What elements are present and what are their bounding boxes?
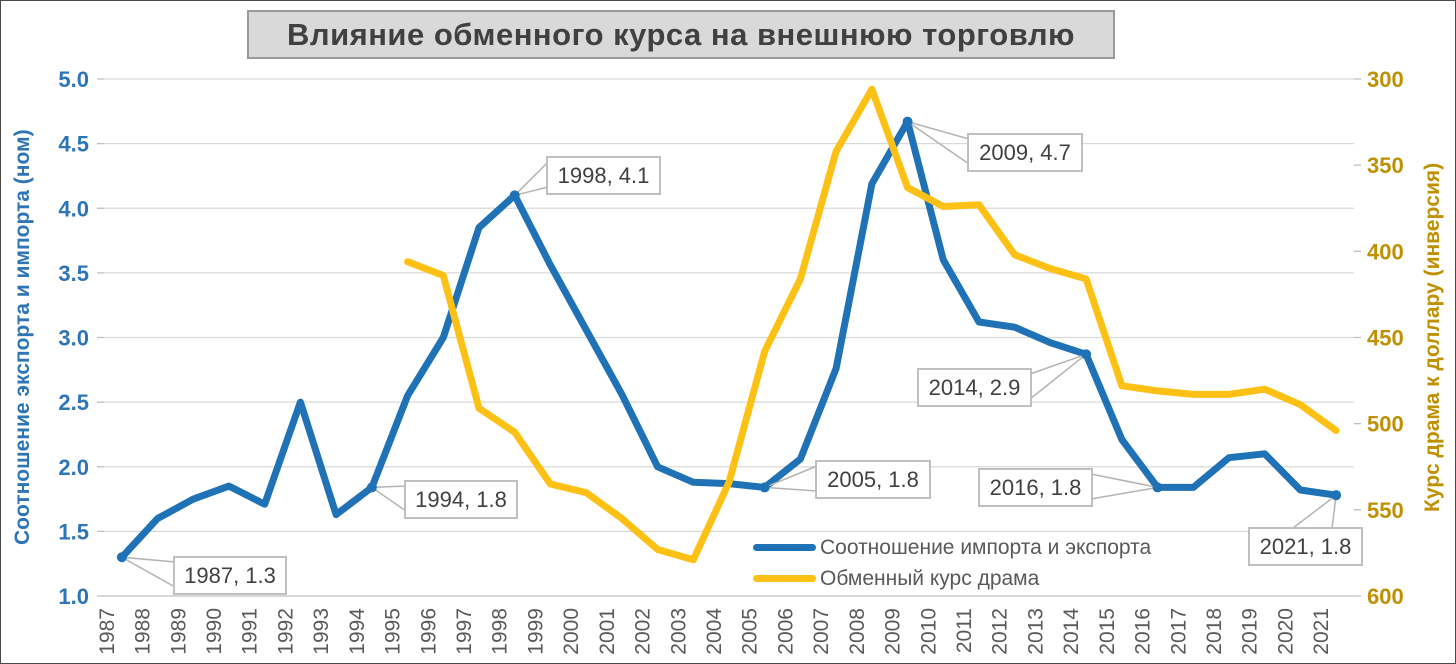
x-axis-label: 2020 [1274, 608, 1297, 655]
callout-leader [121, 556, 176, 563]
legend-label-import-export: Соотношение импорта и экспорта [820, 535, 1152, 559]
x-axis-label: 2013 [1024, 608, 1047, 655]
data-point-marker [902, 116, 913, 127]
x-axis-label: 2014 [1060, 608, 1083, 655]
callout-leader [764, 465, 818, 489]
x-axis-label: 1991 [239, 608, 262, 655]
annotation-2005: 2005, 1.8 [815, 460, 931, 499]
left-axis-tick-label: 5.0 [58, 67, 89, 92]
annotation-2016: 2016, 1.8 [978, 468, 1093, 507]
data-point-marker [116, 552, 127, 563]
right-axis-tick-label: 500 [1367, 412, 1404, 437]
left-axis-tick-label: 4.0 [58, 196, 89, 221]
callout-leader [1291, 494, 1337, 530]
x-axis-label: 1999 [524, 608, 547, 655]
callout-leader [121, 556, 176, 588]
callout-leader [514, 161, 549, 196]
x-axis-label: 1989 [167, 608, 190, 655]
x-axis-label: 2007 [810, 608, 833, 655]
right-axis-tick-label: 550 [1367, 498, 1404, 523]
callout-leader [1331, 495, 1337, 530]
legend: Соотношение импорта и экспорта Обменный … [753, 532, 1151, 594]
annotation-2009: 2009, 4.7 [967, 133, 1083, 172]
x-axis-label: 2000 [560, 608, 583, 655]
right-axis-tick-label: 350 [1367, 153, 1404, 178]
left-axis-tick-label: 1.5 [58, 519, 89, 544]
x-axis-label: 1987 [96, 608, 119, 655]
x-axis-label: 2012 [989, 608, 1012, 655]
data-point-marker [509, 190, 520, 201]
x-axis-label: 1992 [274, 608, 297, 655]
callout-leader [1090, 473, 1158, 489]
callout-leader [371, 485, 407, 489]
x-axis-label: 2015 [1096, 608, 1119, 655]
legend-line-yellow-icon [753, 575, 816, 582]
annotation-1998: 1998, 4.1 [546, 156, 661, 195]
callout-leader [907, 121, 970, 165]
data-point-marker [1081, 349, 1092, 360]
callout-leader [1029, 353, 1087, 400]
x-axis-label: 2005 [739, 608, 762, 655]
right-axis-tick-label: 600 [1367, 584, 1404, 609]
x-axis-label: 2021 [1310, 608, 1333, 655]
x-axis-label: 2017 [1167, 608, 1190, 655]
x-axis-label: 1995 [382, 608, 405, 655]
left-axis-tick-label: 1.0 [58, 584, 89, 609]
callout-leader [1029, 353, 1087, 375]
data-point-marker [759, 482, 770, 493]
callout-leader [1090, 486, 1158, 500]
right-axis-title: Курс драма к доллару (инверсия) [1421, 162, 1444, 513]
x-axis-label: 1994 [346, 608, 369, 655]
x-axis-label: 1990 [203, 608, 226, 655]
x-axis-label: 1988 [132, 608, 155, 655]
legend-item-import-export: Соотношение импорта и экспорта [753, 532, 1151, 563]
legend-line-blue-icon [753, 544, 816, 551]
series-line-1 [404, 85, 1340, 564]
x-axis-label: 2011 [953, 608, 976, 653]
x-axis-label: 1998 [489, 608, 512, 655]
left-axis-tick-label: 2.0 [58, 455, 89, 480]
callout-leader [514, 186, 549, 197]
left-axis-tick-label: 3.5 [58, 261, 89, 286]
left-axis-title: Соотношение экспорта и импорта (ном) [11, 129, 34, 546]
left-axis-tick-label: 3.0 [58, 326, 89, 351]
x-axis-label: 2006 [774, 608, 797, 655]
legend-item-exchange-rate: Обменный курс драма [753, 563, 1151, 594]
annotation-2021: 2021, 1.8 [1248, 527, 1363, 566]
data-point-marker [366, 482, 377, 493]
x-axis-label: 2018 [1203, 608, 1226, 655]
left-axis-tick-label: 4.5 [58, 132, 89, 157]
chart-title: Влияние обменного курса на внешнюю торго… [247, 10, 1115, 59]
x-axis-label: 2001 [596, 608, 619, 655]
x-axis-label: 2009 [882, 608, 905, 655]
x-axis-label: 1996 [417, 608, 440, 655]
right-axis-tick-label: 400 [1367, 239, 1404, 264]
x-axis-label: 1993 [310, 608, 333, 655]
left-axis-tick-label: 2.5 [58, 390, 89, 415]
series-line-0 [118, 118, 1340, 561]
data-point-marker [1152, 482, 1163, 493]
annotation-1987: 1987, 1.3 [173, 556, 287, 595]
x-axis-label: 2019 [1239, 608, 1262, 655]
data-point-marker [1331, 490, 1342, 501]
x-axis-label: 2008 [846, 608, 869, 655]
x-axis-label: 2016 [1132, 608, 1155, 655]
callout-leader [764, 486, 818, 492]
right-axis-tick-label: 300 [1367, 67, 1404, 92]
x-axis-label: 1997 [453, 608, 476, 655]
x-axis-label: 2003 [667, 608, 690, 655]
annotation-2014: 2014, 2.9 [917, 368, 1032, 407]
callout-leader [371, 486, 407, 512]
right-axis-tick-label: 450 [1367, 326, 1404, 351]
annotation-1994: 1994, 1.8 [404, 480, 518, 519]
x-axis-label: 2004 [703, 608, 726, 655]
callout-leader [907, 120, 970, 140]
x-axis-label: 2010 [917, 608, 940, 655]
legend-label-exchange-rate: Обменный курс драма [820, 566, 1040, 590]
x-axis-label: 2002 [632, 608, 655, 655]
